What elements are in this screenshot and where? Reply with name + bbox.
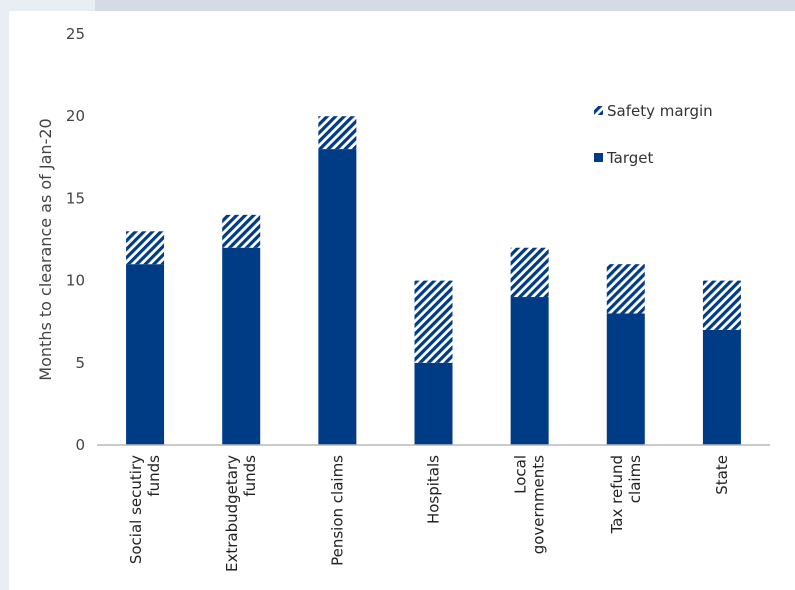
x-tick-label: Hospitals — [425, 455, 443, 524]
y-tick-label: 0 — [75, 436, 85, 454]
y-tick-label: 5 — [75, 354, 85, 372]
bar-target — [510, 297, 549, 445]
x-tick-label-line: Local — [512, 455, 530, 494]
bar-safety-margin — [510, 247, 549, 298]
x-tick-label-line: Tax refund — [608, 455, 626, 534]
bar-safety-margin — [606, 264, 645, 314]
legend-swatch-safety-margin — [594, 106, 603, 115]
bar-safety-margin — [414, 280, 453, 363]
bar-safety-margin — [702, 280, 741, 330]
x-tick-label-line: Hospitals — [425, 455, 443, 524]
y-tick-label: 25 — [66, 25, 85, 43]
x-tick-label: Tax refund claims — [608, 455, 644, 535]
x-tick-label: Social secutiry funds — [127, 455, 163, 564]
x-tick-label-line: funds — [241, 455, 259, 497]
category-labels: Social secutiry funds Extrabudgetary funds P… — [127, 455, 731, 572]
x-tick-label-line: funds — [145, 455, 163, 497]
legend-swatch-target — [594, 153, 603, 162]
x-tick-label-line: Pension claims — [328, 455, 346, 566]
bar-target — [126, 264, 165, 445]
bar-safety-margin — [126, 231, 165, 265]
x-tick-label-line: Extrabudgetary — [223, 455, 241, 572]
x-tick-label: State — [713, 455, 731, 495]
x-tick-label: Extrabudgetary funds — [223, 455, 259, 572]
legend: Safety margin Target — [594, 102, 713, 167]
x-tick-label-line: Social secutiry — [127, 455, 145, 564]
bar-target — [606, 313, 645, 445]
bar-target — [414, 362, 453, 445]
y-tick-label: 15 — [66, 189, 85, 207]
y-axis-ticks: 0 5 10 15 20 25 — [66, 25, 85, 454]
bar-target — [318, 149, 357, 445]
x-tick-label-line: State — [713, 455, 731, 495]
x-tick-label-line: claims — [626, 455, 644, 503]
bar-safety-margin — [318, 116, 357, 150]
legend-label: Target — [606, 149, 654, 167]
y-tick-label: 10 — [66, 272, 85, 290]
x-tick-label-line: governments — [530, 455, 548, 554]
bar-safety-margin — [222, 214, 261, 248]
top-strip — [95, 0, 795, 11]
x-tick-label: Local governments — [512, 455, 548, 554]
bar-target — [222, 247, 261, 445]
bar-group — [126, 116, 741, 445]
y-axis-title: Months to clearance as of Jan-20 — [36, 118, 55, 380]
bar-target — [702, 329, 741, 445]
y-tick-label: 20 — [66, 107, 85, 125]
legend-label: Safety margin — [607, 102, 713, 120]
x-tick-label: Pension claims — [328, 455, 346, 566]
